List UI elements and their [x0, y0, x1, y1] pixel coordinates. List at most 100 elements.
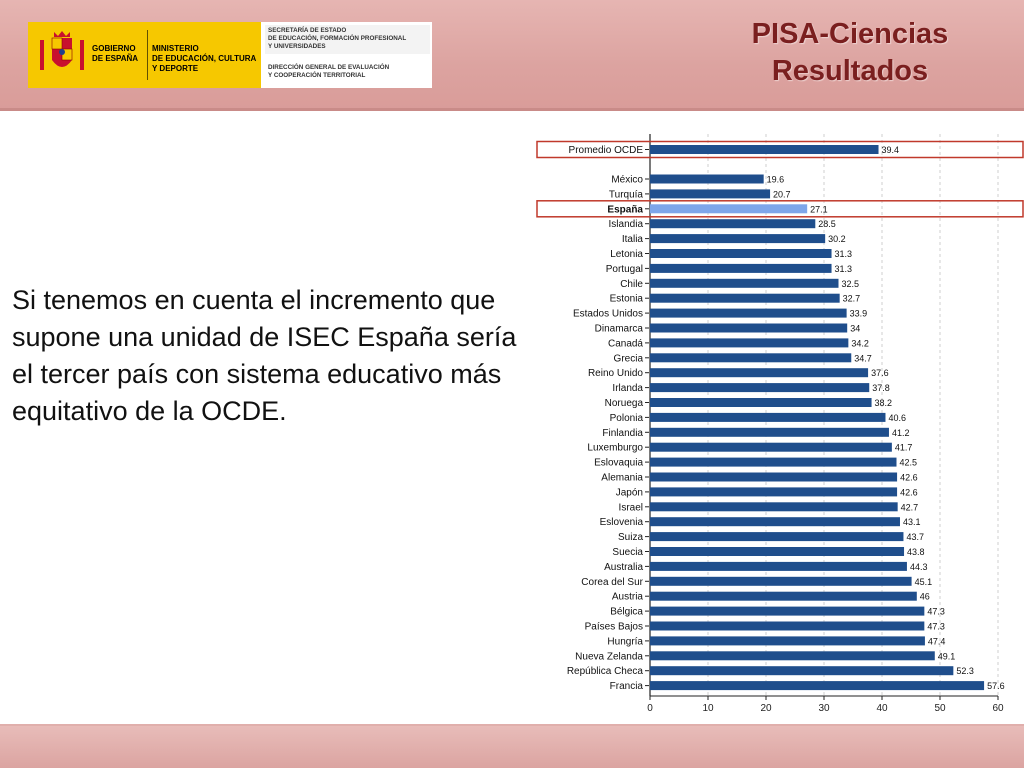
- category-label: España: [607, 204, 643, 215]
- value-label: 19.6: [767, 175, 785, 185]
- ministerio-label: MINISTERIO DE EDUCACIÓN, CULTURA Y DEPOR…: [152, 44, 257, 74]
- value-label: 30.2: [828, 234, 846, 244]
- bar: [650, 368, 869, 378]
- category-label: Australia: [604, 562, 643, 573]
- category-label: Canadá: [608, 338, 643, 349]
- value-label: 32.7: [843, 294, 861, 304]
- category-label: Corea del Sur: [581, 577, 643, 588]
- bar: [650, 263, 832, 273]
- bar: [650, 532, 904, 542]
- pisa-bar-chart: 0 10 20 30 40 50 60 Promedio OCDE 39.4 México 19.6…: [536, 134, 1024, 714]
- secretaria-line3: Y UNIVERSIDADES: [268, 43, 326, 50]
- category-label: Austria: [612, 592, 644, 603]
- bar: [650, 427, 889, 437]
- coat-of-arms-icon: [40, 31, 84, 70]
- slide-title-line2: Resultados: [771, 55, 929, 87]
- category-label: Polonia: [610, 413, 644, 424]
- value-label: 42.6: [900, 487, 918, 497]
- value-label: 37.6: [871, 368, 889, 378]
- bar: [650, 145, 879, 154]
- bar: [650, 576, 912, 586]
- value-label: 52.3: [956, 666, 974, 676]
- category-label: Italia: [622, 234, 644, 245]
- slide-title: PISA-Ciencias Resultados: [700, 16, 1000, 90]
- bar: [650, 249, 832, 258]
- bar: [650, 353, 852, 363]
- category-label: Suecia: [612, 547, 643, 558]
- value-label: 43.7: [906, 532, 924, 542]
- category-label: Turquía: [609, 189, 644, 200]
- x-tick-label: 60: [992, 703, 1004, 714]
- value-label: 39.4: [882, 145, 900, 155]
- category-label: Japón: [616, 487, 643, 498]
- highlight-box: [536, 200, 1024, 218]
- category-label: México: [611, 175, 643, 186]
- category-label: Eslovaquia: [594, 458, 643, 469]
- value-label: 40.6: [888, 413, 906, 423]
- bar: [650, 338, 849, 348]
- bar: [650, 398, 872, 407]
- bar: [650, 174, 764, 184]
- bar: [650, 487, 898, 497]
- bar: [650, 621, 925, 631]
- ministry-logo: GOBIERNO DE ESPAÑA MINISTERIO DE EDUCACI…: [28, 22, 432, 88]
- direccion-line1: DIRECCIÓN GENERAL DE EVALUACIÓN: [268, 64, 390, 71]
- category-label: Grecia: [614, 353, 644, 364]
- body-paragraph: Si tenemos en cuenta el incremento que s…: [12, 285, 517, 426]
- category-label: Chile: [620, 279, 643, 290]
- slide-title-line1: PISA-Ciencias: [751, 18, 949, 50]
- value-label: 33.9: [850, 309, 868, 319]
- value-label: 32.5: [842, 279, 860, 289]
- bar: [650, 219, 816, 229]
- value-label: 20.7: [773, 189, 791, 199]
- value-label: 34.7: [854, 353, 872, 363]
- category-label: Nueva Zelanda: [575, 651, 643, 662]
- value-label: 31.3: [835, 264, 853, 274]
- category-label: Luxemburgo: [587, 443, 643, 454]
- bar: [650, 472, 898, 482]
- x-tick-label: 40: [876, 703, 888, 714]
- x-tick-label: 30: [818, 703, 830, 714]
- ministerio-line3: Y DEPORTE: [152, 64, 199, 73]
- value-label: 45.1: [915, 577, 933, 587]
- value-label: 41.2: [892, 428, 910, 438]
- value-label: 46: [920, 592, 930, 602]
- value-label: 34: [850, 324, 860, 334]
- category-label: Países Bajos: [585, 622, 643, 633]
- value-label: 44.3: [910, 562, 928, 572]
- bar: [650, 308, 847, 318]
- footer-band: [0, 726, 1024, 768]
- bar: [650, 204, 808, 214]
- value-label: 38.2: [875, 398, 893, 408]
- category-label: Hungría: [607, 636, 643, 647]
- value-label: 47.3: [927, 607, 945, 617]
- value-label: 43.1: [903, 517, 921, 527]
- bar: [650, 591, 917, 601]
- category-label: Alemania: [601, 473, 643, 484]
- bar: [650, 457, 897, 467]
- bar: [650, 278, 839, 288]
- gobierno-line2: DE ESPAÑA: [92, 54, 139, 63]
- value-label: 37.8: [872, 383, 890, 393]
- category-label: Portugal: [606, 264, 643, 275]
- value-label: 42.6: [900, 473, 918, 483]
- value-label: 47.3: [927, 622, 945, 632]
- category-label: Dinamarca: [595, 324, 644, 335]
- footer-divider: [0, 724, 1024, 726]
- value-label: 43.8: [907, 547, 925, 557]
- category-label: Irlanda: [612, 383, 643, 394]
- bar: [650, 323, 848, 333]
- category-label: Noruega: [605, 398, 644, 409]
- direccion-label: DIRECCIÓN GENERAL DE EVALUACIÓN Y COOPER…: [268, 64, 433, 80]
- category-label: Estados Unidos: [573, 309, 643, 320]
- category-label: Letonia: [610, 249, 643, 260]
- bar: [650, 561, 907, 571]
- bar: [650, 681, 985, 691]
- bar: [650, 442, 892, 452]
- logo-separator: [147, 30, 148, 80]
- bar: [650, 547, 905, 556]
- category-label: Estonia: [610, 294, 644, 305]
- bar: [650, 412, 886, 422]
- value-label: 57.6: [987, 681, 1005, 691]
- bar: [650, 606, 925, 616]
